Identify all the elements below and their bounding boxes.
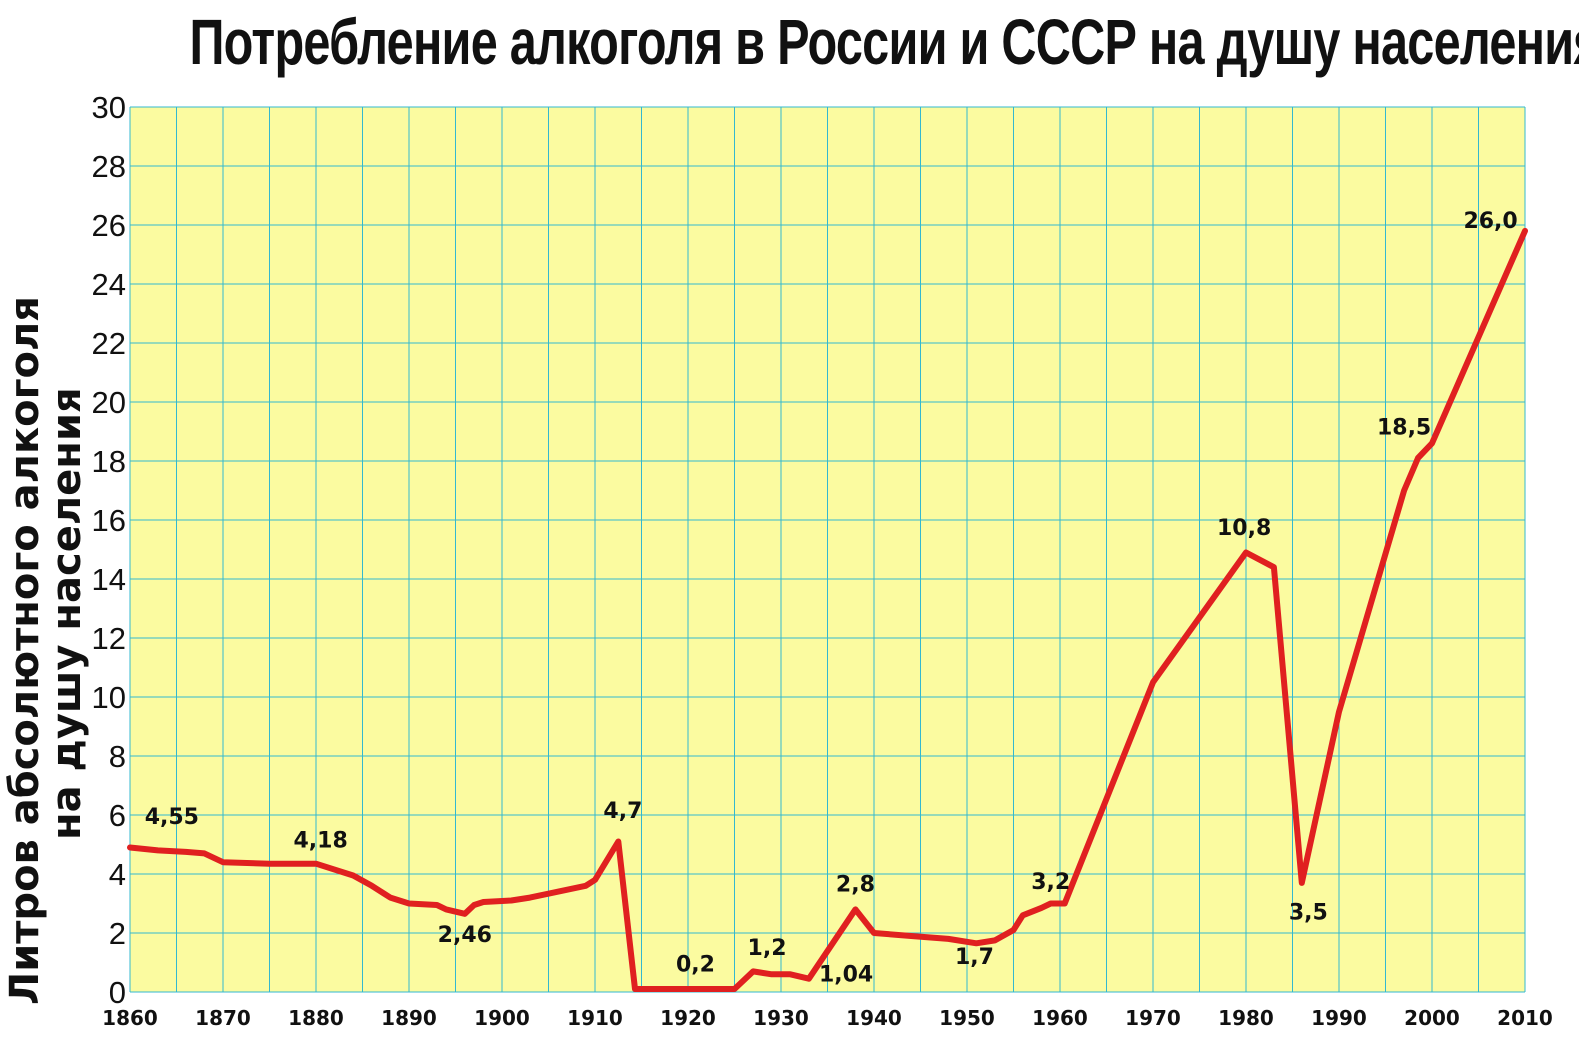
x-tick-label: 1930 [753,1006,809,1030]
data-label: 1,7 [955,945,994,970]
y-tick-label: 14 [92,562,126,597]
x-tick-label: 2010 [1497,1006,1553,1030]
y-tick-label: 2 [109,916,126,951]
x-tick-label: 1960 [1032,1006,1088,1030]
x-tick-label: 1990 [1311,1006,1367,1030]
y-tick-label: 8 [109,739,126,774]
y-tick-label: 26 [92,208,126,243]
x-tick-label: 1950 [939,1006,995,1030]
x-tick-label: 1880 [288,1006,344,1030]
data-label: 3,5 [1289,901,1328,926]
data-label: 2,8 [836,873,875,898]
data-label: 2,46 [438,923,492,948]
y-tick-label: 20 [92,385,126,420]
x-tick-label: 1920 [660,1006,716,1030]
data-label: 4,55 [145,805,199,830]
data-label: 4,18 [294,828,348,853]
grid [129,106,1526,993]
data-label: 0,2 [676,952,715,977]
data-label: 1,2 [748,936,787,961]
x-tick-label: 1860 [102,1006,158,1030]
y-tick-label: 10 [92,680,126,715]
y-tick-label: 24 [92,267,126,302]
y-tick-label: 4 [109,857,126,892]
x-tick-label: 1890 [381,1006,437,1030]
data-label: 18,5 [1377,415,1431,440]
x-tick-label: 1870 [195,1006,251,1030]
x-tick-label: 2000 [1404,1006,1460,1030]
series-line [127,227,1528,992]
data-label: 26,0 [1463,209,1517,234]
data-label: 3,2 [1031,870,1070,895]
y-tick-label: 30 [92,90,126,125]
chart-title: Потребление алкоголя в России и СССР на … [189,6,1579,78]
x-axis-ticks: 1860 1870 1880 1890 1900 1910 1920 1930 1940 1950… [102,1006,1553,1030]
y-tick-label: 12 [92,621,126,656]
data-label: 4,7 [603,799,642,824]
y-tick-label: 22 [92,326,126,361]
y-tick-label: 18 [92,444,126,479]
x-tick-label: 1940 [846,1006,902,1030]
y-tick-label: 28 [92,149,126,184]
data-labels: 4,55 4,18 2,46 4,7 0,2 1,2 1,04 2,8 1,7 3,2 10,8 3,… [145,209,1518,988]
x-tick-label: 1970 [1125,1006,1181,1030]
y-tick-label: 0 [109,975,126,1010]
x-tick-label: 1900 [474,1006,530,1030]
y-tick-label: 6 [109,798,126,833]
data-label: 10,8 [1217,516,1271,541]
x-tick-label: 1910 [567,1006,623,1030]
data-label: 1,04 [819,963,873,988]
y-tick-label: 16 [92,503,126,538]
x-tick-label: 1980 [1218,1006,1274,1030]
